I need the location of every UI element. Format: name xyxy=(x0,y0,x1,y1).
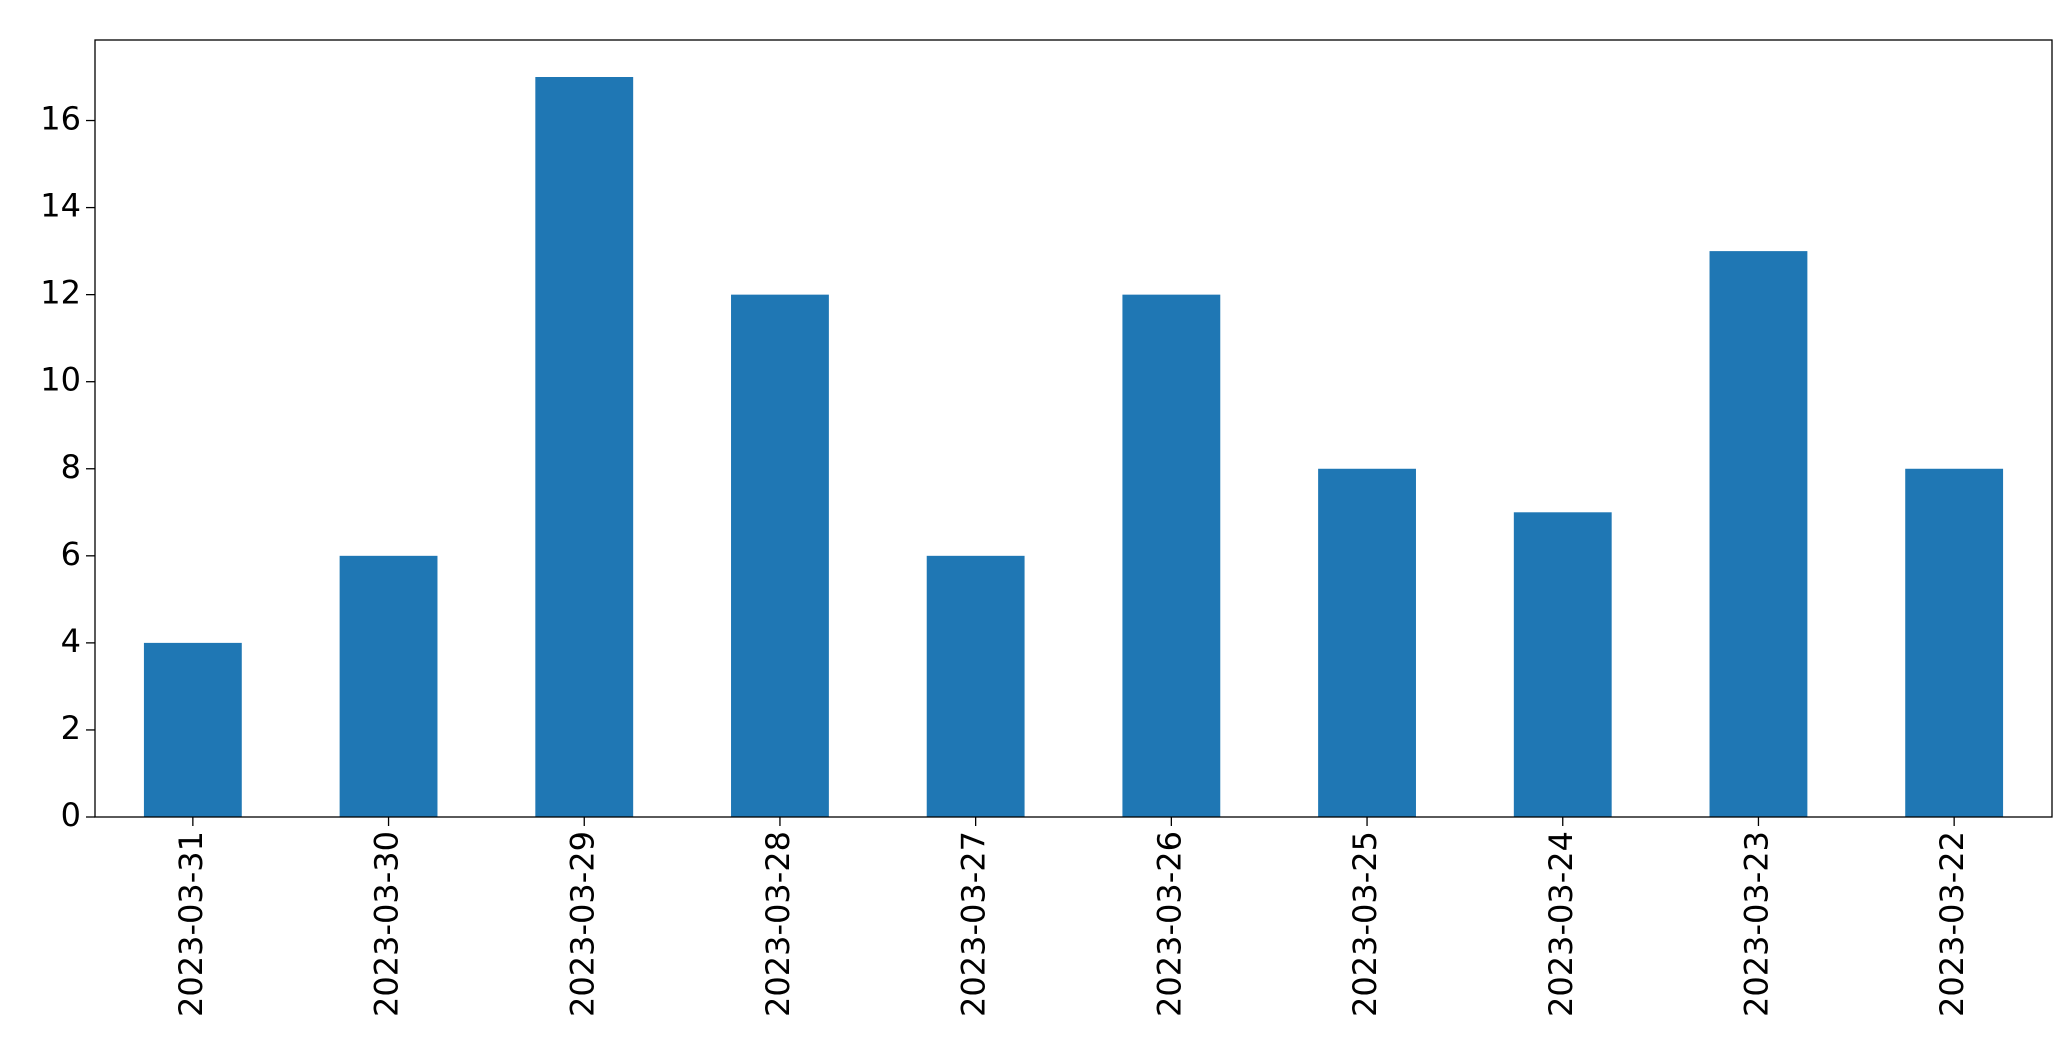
bar xyxy=(1905,468,2004,817)
y-tick-label: 8 xyxy=(61,448,81,486)
x-tick-label: 2023-03-28 xyxy=(759,831,797,1017)
bar xyxy=(1318,468,1416,817)
bar xyxy=(1709,251,1808,817)
y-tick-label: 14 xyxy=(40,187,81,225)
x-tick-label: 2023-03-30 xyxy=(368,831,406,1017)
plot-frame xyxy=(94,39,2053,818)
x-tick-label: 2023-03-25 xyxy=(1346,831,1384,1017)
y-tick-label: 12 xyxy=(40,274,81,312)
bar xyxy=(731,294,829,817)
x-tick-label: 2023-03-27 xyxy=(955,831,993,1017)
bar xyxy=(1513,512,1612,817)
bar xyxy=(143,642,242,817)
bar xyxy=(926,555,1025,817)
y-tick-label: 6 xyxy=(61,535,81,573)
y-tick-label: 16 xyxy=(40,100,81,138)
y-tick-label: 2 xyxy=(61,709,81,747)
x-tick-label: 2023-03-23 xyxy=(1737,831,1775,1017)
bar xyxy=(1122,294,1221,817)
y-tick-label: 10 xyxy=(40,361,81,399)
x-tick-label: 2023-03-26 xyxy=(1150,831,1188,1017)
x-tick-label: 2023-03-31 xyxy=(172,831,210,1017)
bar xyxy=(339,555,438,817)
x-tick-label: 2023-03-29 xyxy=(563,831,601,1017)
bar xyxy=(535,77,634,817)
y-tick-label: 0 xyxy=(61,796,81,834)
x-tick-label: 2023-03-22 xyxy=(1933,831,1971,1017)
x-tick-label: 2023-03-24 xyxy=(1542,831,1580,1017)
y-tick-label: 4 xyxy=(61,622,81,660)
